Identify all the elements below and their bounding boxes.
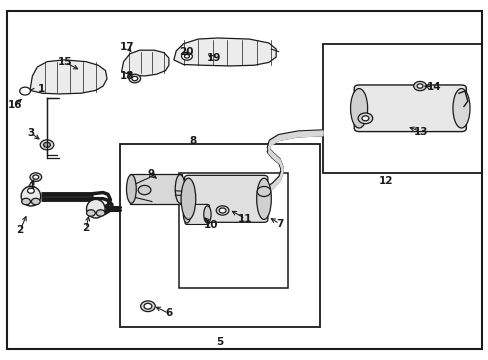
Text: 1: 1: [38, 84, 45, 94]
Circle shape: [357, 113, 372, 124]
Text: 17: 17: [120, 42, 135, 52]
Circle shape: [361, 116, 368, 121]
Ellipse shape: [452, 89, 469, 128]
Text: 19: 19: [206, 53, 221, 63]
Circle shape: [219, 208, 225, 213]
Circle shape: [129, 74, 141, 83]
Circle shape: [33, 175, 39, 179]
Circle shape: [257, 186, 270, 197]
Text: 10: 10: [203, 220, 218, 230]
Text: 12: 12: [378, 176, 392, 186]
FancyBboxPatch shape: [184, 204, 209, 225]
FancyBboxPatch shape: [353, 85, 466, 132]
Text: 2: 2: [82, 224, 89, 233]
Circle shape: [21, 198, 30, 205]
Ellipse shape: [256, 178, 271, 220]
Polygon shape: [173, 38, 276, 66]
FancyBboxPatch shape: [130, 174, 181, 204]
Text: 3: 3: [28, 129, 35, 138]
Text: 9: 9: [147, 168, 154, 179]
Circle shape: [40, 140, 54, 150]
FancyBboxPatch shape: [184, 175, 267, 222]
Circle shape: [181, 52, 192, 60]
Circle shape: [184, 54, 189, 58]
Circle shape: [86, 210, 95, 216]
Text: 20: 20: [179, 46, 193, 57]
Ellipse shape: [21, 186, 41, 206]
Text: 18: 18: [120, 71, 135, 81]
Circle shape: [27, 188, 34, 193]
Text: 4: 4: [28, 181, 35, 192]
Polygon shape: [30, 60, 107, 94]
Text: 8: 8: [189, 136, 197, 145]
Text: 6: 6: [165, 309, 172, 318]
Circle shape: [216, 206, 228, 215]
Bar: [322, 44, 482, 173]
Ellipse shape: [183, 206, 190, 223]
Text: 15: 15: [58, 57, 72, 67]
Circle shape: [144, 303, 152, 309]
Text: 14: 14: [426, 82, 440, 92]
Ellipse shape: [126, 175, 136, 203]
Circle shape: [141, 301, 155, 312]
Circle shape: [138, 185, 151, 195]
Ellipse shape: [181, 178, 195, 220]
Bar: [178, 173, 288, 288]
Circle shape: [413, 81, 426, 91]
Circle shape: [96, 210, 105, 216]
Circle shape: [43, 142, 50, 147]
Text: 11: 11: [238, 214, 252, 224]
Circle shape: [132, 76, 138, 81]
Ellipse shape: [86, 199, 105, 218]
Text: 16: 16: [8, 100, 22, 110]
Text: 5: 5: [216, 337, 224, 347]
Circle shape: [20, 87, 30, 95]
Circle shape: [30, 173, 41, 181]
Bar: [120, 144, 320, 327]
Text: 2: 2: [17, 225, 24, 235]
Ellipse shape: [350, 89, 367, 128]
Circle shape: [416, 84, 422, 88]
Text: 13: 13: [413, 127, 427, 136]
Circle shape: [31, 198, 40, 205]
Text: 7: 7: [275, 219, 283, 229]
Ellipse shape: [203, 206, 211, 223]
Ellipse shape: [175, 175, 184, 203]
Polygon shape: [122, 50, 168, 76]
